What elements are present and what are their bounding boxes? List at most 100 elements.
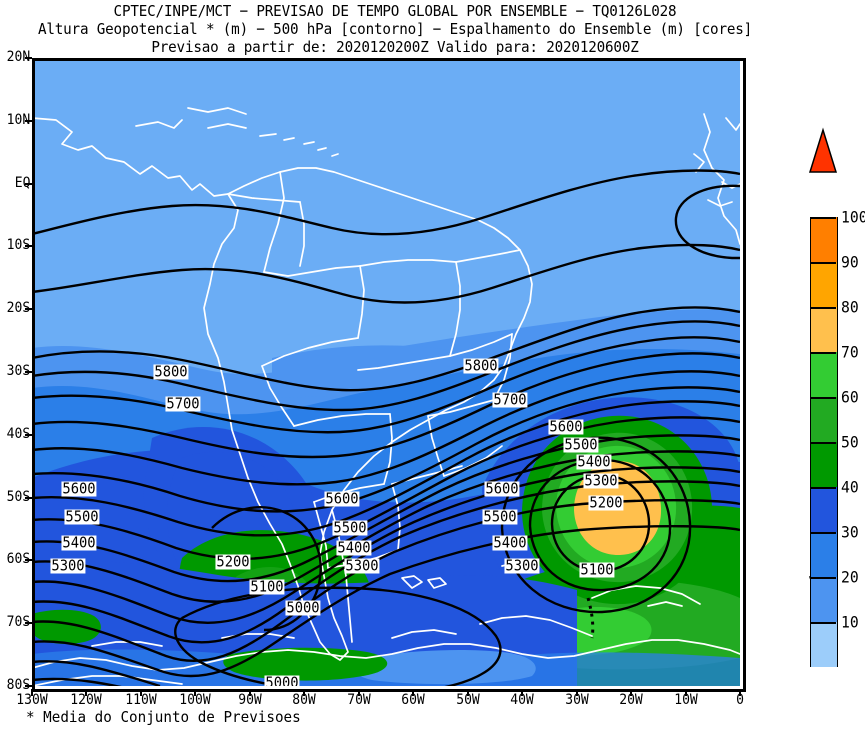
y-axis: 20N 10N EQ 10S 20S 30S 40S 50S 60S 70S 80S [0, 0, 30, 741]
colorbar-tick-line [810, 352, 836, 354]
colorbar-tick-label: 50 [841, 432, 859, 452]
colorbar-tick-line [810, 397, 836, 399]
colorbar-tick-label: 20 [841, 567, 859, 587]
chart-footnote: * Media do Conjunto de Previsoes [26, 708, 301, 726]
colorbar-segment [810, 397, 838, 442]
contour-label: 5200 [215, 552, 251, 571]
contour-label: 5400 [492, 533, 528, 552]
x-axis-tick [303, 689, 306, 696]
y-axis-tick [25, 119, 32, 122]
chart-title-line2: Altura Geopotencial * (m) − 500 hPa [con… [37, 20, 753, 38]
contour-label: 5400 [61, 533, 97, 552]
x-axis-label: 30W [564, 692, 589, 708]
y-axis-tick [25, 622, 32, 625]
chart-title-line3: Previsao a partir de: 2020120200Z Valido… [151, 38, 639, 56]
contour-label: 5500 [482, 507, 518, 526]
colorbar-tick-label: 100 [841, 207, 865, 227]
y-axis-label: 10S [6, 237, 30, 254]
x-axis-label: 110W [125, 692, 157, 708]
colorbar-tick-line [810, 577, 836, 579]
spread-band-20-polar2 [352, 650, 536, 685]
x-axis-label: 20W [619, 692, 643, 708]
y-axis-label: 80S [6, 677, 30, 693]
x-axis-tick [31, 689, 33, 696]
contour-label: 5800 [463, 356, 499, 375]
contour-label: 5300 [50, 556, 86, 575]
colorbar-tick-label: 70 [841, 342, 859, 362]
colorbar-tick-label: 90 [841, 252, 859, 272]
y-axis-tick [25, 245, 32, 248]
spread-green-antarctic2 [32, 609, 101, 644]
colorbar-segment [810, 217, 838, 262]
y-axis-label: 20S [6, 300, 30, 317]
contour-label: 5700 [492, 390, 528, 409]
colorbar-tick-label: 80 [841, 297, 859, 317]
colorbar-segment [810, 307, 838, 352]
colorbar-segment [810, 262, 838, 307]
contour-label: 5100 [249, 577, 285, 596]
contour-label: 5600 [61, 479, 97, 498]
contour-label: 5500 [332, 518, 368, 537]
x-axis-label: 130W [16, 692, 48, 708]
x-axis-label: 60W [401, 692, 426, 708]
colorbar-tick-label: 10 [841, 612, 859, 632]
x-axis-tick [412, 689, 415, 696]
x-axis-tick [521, 689, 524, 696]
y-axis-tick [25, 308, 32, 311]
x-axis-label: 10W [673, 692, 698, 708]
colorbar-tick-line [810, 487, 836, 489]
y-axis-label: 70S [6, 614, 30, 631]
contour-label: 5700 [165, 394, 201, 413]
y-axis-label: EQ [14, 174, 30, 191]
colorbar-tick-line [810, 532, 836, 534]
contour-label: 5000 [285, 598, 321, 617]
x-axis-label: 100W [179, 692, 212, 708]
contour-label: 5500 [563, 435, 599, 454]
y-axis-tick [25, 496, 32, 499]
contour-label: 5400 [576, 452, 612, 471]
x-axis-label: 90W [238, 692, 262, 708]
y-axis-label: 50S [6, 488, 30, 505]
contour-label: 5100 [579, 560, 615, 579]
y-axis-tick [25, 559, 32, 562]
contour-label: 5000 [264, 675, 300, 686]
x-axis-tick [357, 689, 360, 696]
colorbar-segment [810, 352, 838, 397]
x-axis-tick [85, 689, 88, 696]
x-axis-label: 0 [736, 692, 744, 708]
y-axis-label: 20N [6, 49, 30, 65]
contour-label: 5300 [583, 471, 619, 490]
colorbar-tick-label: 60 [841, 387, 859, 407]
coastline-layer [32, 107, 740, 686]
colorbar-tick-line [810, 262, 836, 264]
colorbar-tick-line [810, 442, 836, 444]
y-axis-label: 10N [6, 111, 30, 128]
x-axis-tick [739, 689, 741, 696]
colorbar-tick-label: 40 [841, 477, 859, 497]
contour-label: 5300 [344, 556, 380, 575]
colorbar-segment [810, 532, 838, 577]
contour-label: 5300 [504, 556, 540, 575]
contour-label: 5500 [64, 507, 100, 526]
colorbar-tick-line [810, 307, 836, 309]
colorbar-top-arrow [808, 127, 838, 173]
colorbar-segment [810, 442, 838, 487]
contour-layer [32, 169, 740, 686]
map-svg [32, 58, 740, 686]
x-axis-label: 50W [455, 692, 480, 708]
contour-label: 5600 [548, 417, 584, 436]
x-axis-tick [575, 689, 578, 696]
y-axis-tick [25, 685, 32, 687]
colorbar-segment [810, 577, 838, 622]
x-axis-tick [630, 689, 633, 696]
contour-label: 5800 [153, 362, 189, 381]
contour-label: 5200 [588, 493, 624, 512]
colorbar-tick-line [810, 622, 836, 624]
x-axis-tick [466, 689, 469, 696]
spread-green-antarctic [223, 647, 388, 681]
y-axis-tick [25, 371, 32, 373]
y-axis-tick [25, 57, 32, 59]
colorbar: 100 90 80 70 60 50 40 30 20 10 [795, 125, 865, 667]
colorbar-tick-label: 30 [841, 522, 859, 542]
contour-label: 5600 [324, 489, 360, 508]
